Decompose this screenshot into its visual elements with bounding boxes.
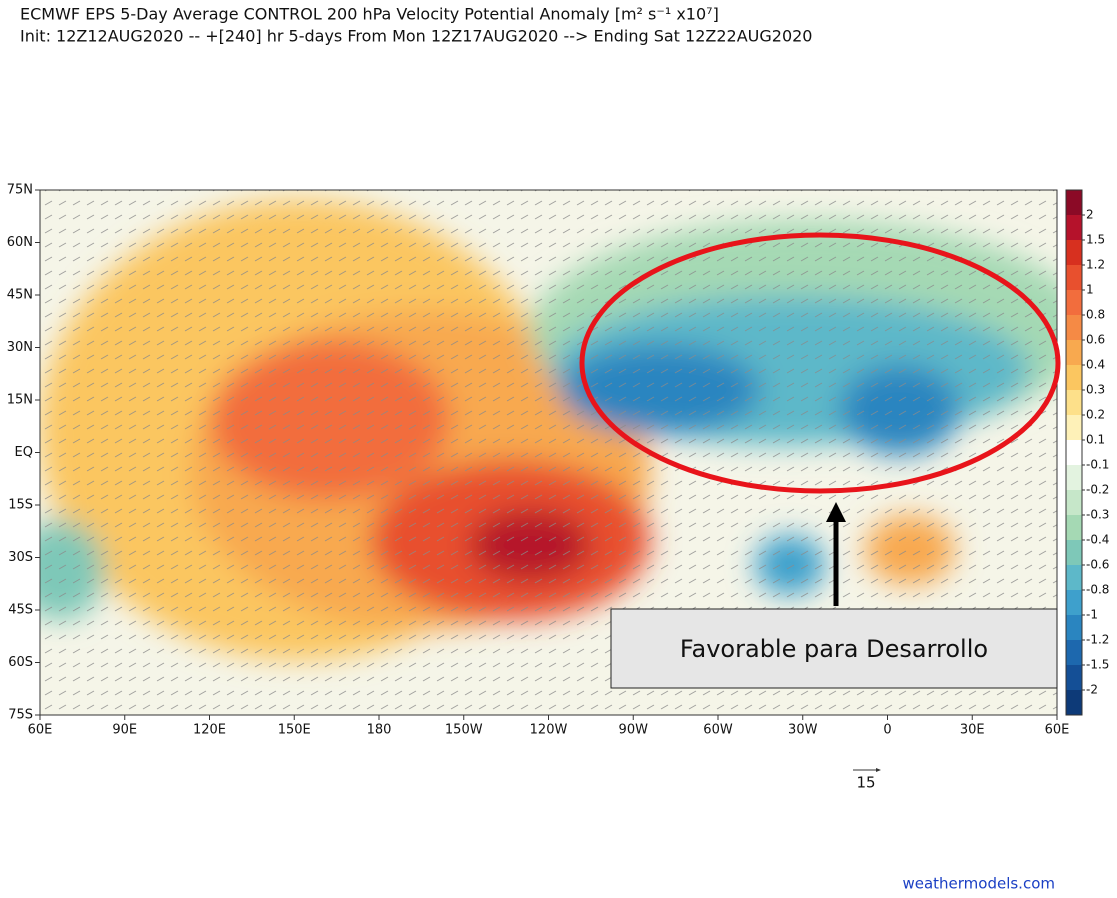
- colorbar-band: [1066, 415, 1082, 440]
- colorbar-label: -1.2: [1086, 633, 1109, 647]
- x-tick-label: 0: [883, 723, 891, 738]
- colorbar-band: [1066, 640, 1082, 665]
- colorbar-label: 0.3: [1086, 383, 1105, 397]
- colorbar-label: -0.1: [1086, 458, 1109, 472]
- colorbar-label: 0.6: [1086, 333, 1105, 347]
- colorbar-label: -1.5: [1086, 658, 1109, 672]
- x-tick-label: 60W: [703, 723, 733, 738]
- colorbar-band: [1066, 440, 1082, 465]
- y-tick-label: 45N: [7, 288, 33, 303]
- colorbar-band: [1066, 490, 1082, 515]
- colorbar-label: 0.8: [1086, 308, 1105, 322]
- x-tick-label: 180: [367, 723, 392, 738]
- x-tick-label: 90E: [112, 723, 137, 738]
- colorbar-label: 0.2: [1086, 408, 1105, 422]
- annotation-box: [610, 608, 1058, 689]
- y-tick-label: 30N: [7, 340, 33, 355]
- x-tick-label: 120E: [193, 723, 226, 738]
- colorbar-label: -0.3: [1086, 508, 1109, 522]
- colorbar-band: [1066, 540, 1082, 565]
- colorbar-label: -2: [1086, 683, 1098, 697]
- colorbar-band: [1066, 690, 1082, 715]
- colorbar-label: 0.1: [1086, 433, 1105, 447]
- colorbar-band: [1066, 240, 1082, 265]
- colorbar-label: 1.2: [1086, 258, 1105, 272]
- colorbar-label: -0.6: [1086, 558, 1109, 572]
- x-tick-label: 150W: [445, 723, 483, 738]
- colorbar-band: [1066, 290, 1082, 315]
- x-tick-label: 120W: [530, 723, 568, 738]
- y-tick-label: 75N: [7, 183, 33, 198]
- x-tick-label: 30E: [960, 723, 985, 738]
- y-tick-label: 75S: [8, 708, 33, 723]
- annotation: Favorable para Desarrollo: [680, 635, 988, 663]
- colorbar-label: 2: [1086, 208, 1094, 222]
- colorbar-band: [1066, 590, 1082, 615]
- y-tick-label: 30S: [8, 550, 33, 565]
- y-tick-label: 60N: [7, 235, 33, 250]
- colorbar-band: [1066, 265, 1082, 290]
- y-tick-label: 15N: [7, 393, 33, 408]
- map-field: [40, 190, 1057, 715]
- colorbar-band: [1066, 390, 1082, 415]
- colorbar-label: 1.5: [1086, 233, 1105, 247]
- x-tick-label: 90W: [619, 723, 649, 738]
- colorbar-band: [1066, 365, 1082, 390]
- colorbar-frame: [1065, 189, 1083, 716]
- x-tick-label: 150E: [278, 723, 311, 738]
- colorbar-band: [1066, 615, 1082, 640]
- colorbar-label: 0.4: [1086, 358, 1105, 372]
- y-tick-label: 45S: [8, 603, 33, 618]
- x-tick-label: 30W: [788, 723, 818, 738]
- colorbar-label: 1: [1086, 283, 1094, 297]
- credit: weathermodels.com: [902, 875, 1055, 893]
- chart-subtitle: Init: 12Z12AUG2020 -- +[240] hr 5-days F…: [20, 27, 812, 46]
- chart-title: ECMWF EPS 5-Day Average CONTROL 200 hPa …: [20, 5, 719, 24]
- y-tick-label: 60S: [8, 655, 33, 670]
- colorbar-label: -1: [1086, 608, 1098, 622]
- vector-scale: 15: [856, 774, 875, 792]
- arrow-head: [826, 502, 846, 522]
- colorbar-band: [1066, 465, 1082, 490]
- colorbar-band: [1066, 215, 1082, 240]
- y-tick-label: EQ: [15, 445, 33, 460]
- colorbar-label: -0.4: [1086, 533, 1109, 547]
- colorbar-band: [1066, 515, 1082, 540]
- colorbar-band: [1066, 565, 1082, 590]
- colorbar-band: [1066, 190, 1082, 215]
- colorbar-label: -0.2: [1086, 483, 1109, 497]
- vector-scale-head: [876, 768, 881, 772]
- colorbar-label: -0.8: [1086, 583, 1109, 597]
- colorbar-band: [1066, 665, 1082, 690]
- colorbar-band: [1066, 315, 1082, 340]
- y-tick-label: 15S: [8, 498, 33, 513]
- highlight-ellipse: [579, 232, 1061, 494]
- x-tick-label: 60E: [28, 723, 53, 738]
- colorbar-band: [1066, 340, 1082, 365]
- x-tick-label: 60E: [1045, 723, 1070, 738]
